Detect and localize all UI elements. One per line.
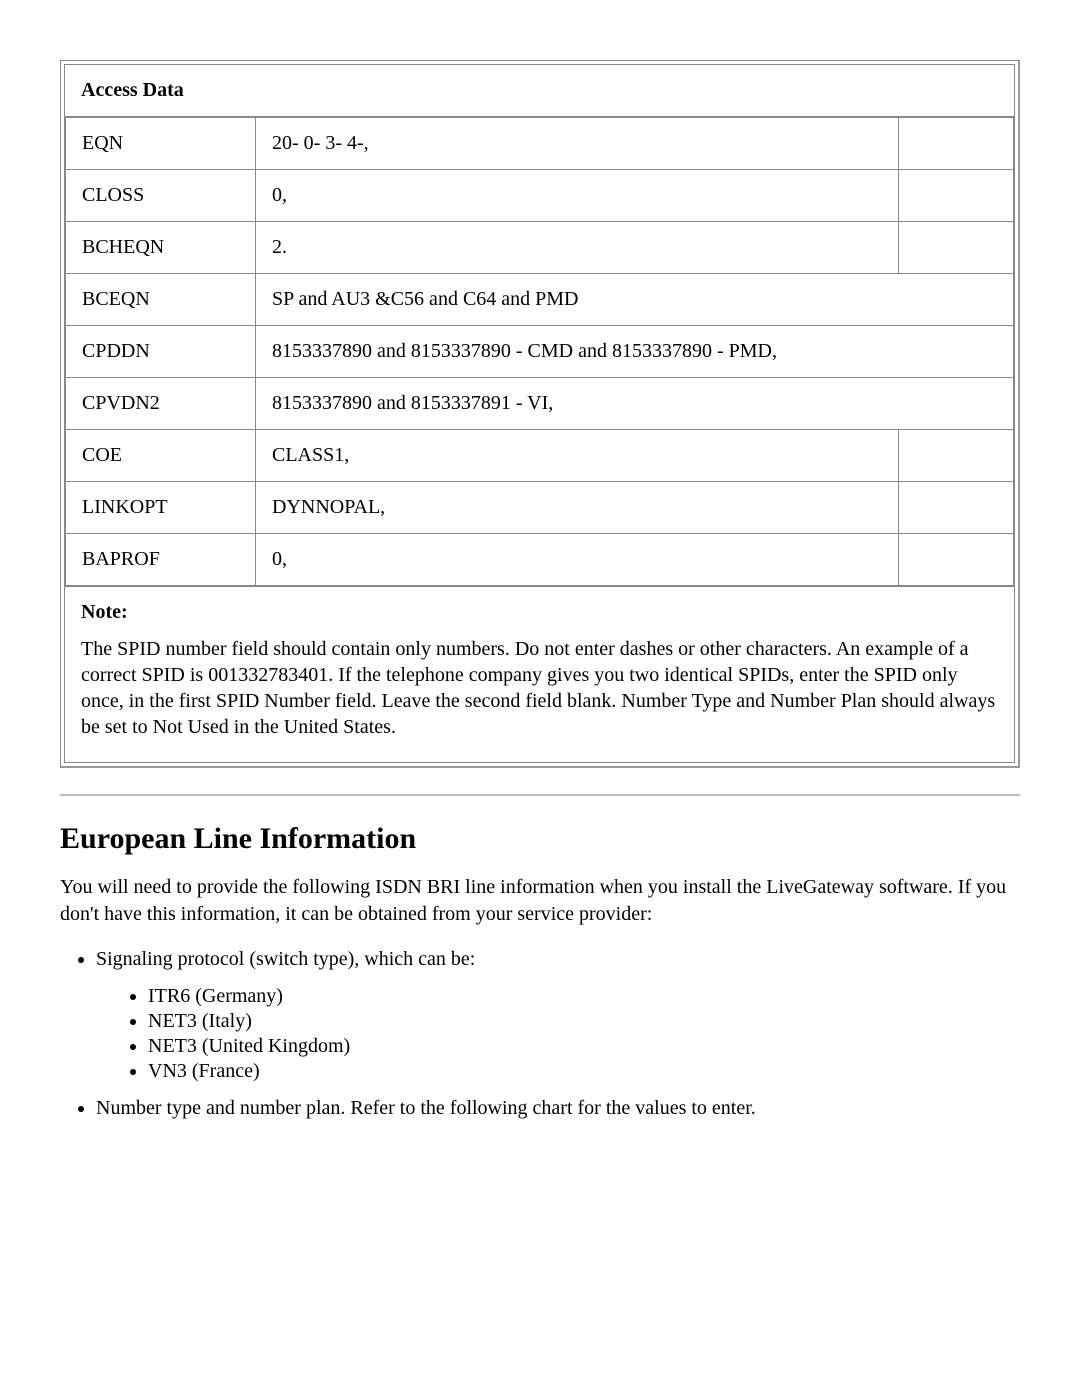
cell-value: CLASS1, xyxy=(256,430,899,482)
sub-list-item: ITR6 (Germany) xyxy=(148,985,1020,1008)
cell-key: CPDDN xyxy=(66,326,256,378)
cell-key: CPVDN2 xyxy=(66,378,256,430)
sub-list-item: NET3 (United Kingdom) xyxy=(148,1035,1020,1058)
cell-empty xyxy=(899,170,1014,222)
note-block: Note: The SPID number field should conta… xyxy=(65,586,1014,762)
cell-empty xyxy=(899,118,1014,170)
cell-key: CLOSS xyxy=(66,170,256,222)
cell-value: DYNNOPAL, xyxy=(256,482,899,534)
list-item-text: Number type and number plan. Refer to th… xyxy=(96,1097,756,1119)
cell-empty xyxy=(899,222,1014,274)
cell-empty xyxy=(899,482,1014,534)
cell-value: 0, xyxy=(256,170,899,222)
cell-value: 8153337890 and 8153337891 - VI, xyxy=(256,378,1014,430)
note-text: The SPID number field should contain onl… xyxy=(81,636,998,740)
section-heading: European Line Information xyxy=(60,822,1020,856)
cell-value: 8153337890 and 8153337890 - CMD and 8153… xyxy=(256,326,1014,378)
cell-key: EQN xyxy=(66,118,256,170)
cell-key: LINKOPT xyxy=(66,482,256,534)
table-row: EQN20- 0- 3- 4-, xyxy=(66,118,1014,170)
bullet-list: Signaling protocol (switch type), which … xyxy=(96,948,1020,1120)
cell-empty xyxy=(899,430,1014,482)
cell-value: 0, xyxy=(256,534,899,586)
cell-key: BAPROF xyxy=(66,534,256,586)
table-row: LINKOPTDYNNOPAL, xyxy=(66,482,1014,534)
access-data-table: EQN20- 0- 3- 4-,CLOSS0,BCHEQN2.BCEQNSP a… xyxy=(65,117,1014,586)
sub-list: ITR6 (Germany)NET3 (Italy)NET3 (United K… xyxy=(148,985,1020,1083)
cell-value: SP and AU3 &C56 and C64 and PMD xyxy=(256,274,1014,326)
cell-key: BCHEQN xyxy=(66,222,256,274)
list-item: Number type and number plan. Refer to th… xyxy=(96,1097,1020,1120)
access-data-box: Access Data EQN20- 0- 3- 4-,CLOSS0,BCHEQ… xyxy=(60,60,1020,768)
table-row: COECLASS1, xyxy=(66,430,1014,482)
cell-value: 2. xyxy=(256,222,899,274)
list-item: Signaling protocol (switch type), which … xyxy=(96,948,1020,1083)
access-data-inner: Access Data EQN20- 0- 3- 4-,CLOSS0,BCHEQ… xyxy=(64,64,1015,763)
section-divider xyxy=(60,794,1020,796)
sub-list-item: VN3 (France) xyxy=(148,1060,1020,1083)
table-row: CPDDN8153337890 and 8153337890 - CMD and… xyxy=(66,326,1014,378)
table-row: BCHEQN2. xyxy=(66,222,1014,274)
table-row: BAPROF0, xyxy=(66,534,1014,586)
cell-key: BCEQN xyxy=(66,274,256,326)
table-row: CLOSS0, xyxy=(66,170,1014,222)
cell-empty xyxy=(899,534,1014,586)
section-intro: You will need to provide the following I… xyxy=(60,874,1020,928)
note-label: Note: xyxy=(81,601,998,624)
table-row: BCEQNSP and AU3 &C56 and C64 and PMD xyxy=(66,274,1014,326)
cell-key: COE xyxy=(66,430,256,482)
sub-list-item: NET3 (Italy) xyxy=(148,1010,1020,1033)
table-title: Access Data xyxy=(65,65,1014,117)
list-item-text: Signaling protocol (switch type), which … xyxy=(96,948,475,970)
cell-value: 20- 0- 3- 4-, xyxy=(256,118,899,170)
table-row: CPVDN28153337890 and 8153337891 - VI, xyxy=(66,378,1014,430)
